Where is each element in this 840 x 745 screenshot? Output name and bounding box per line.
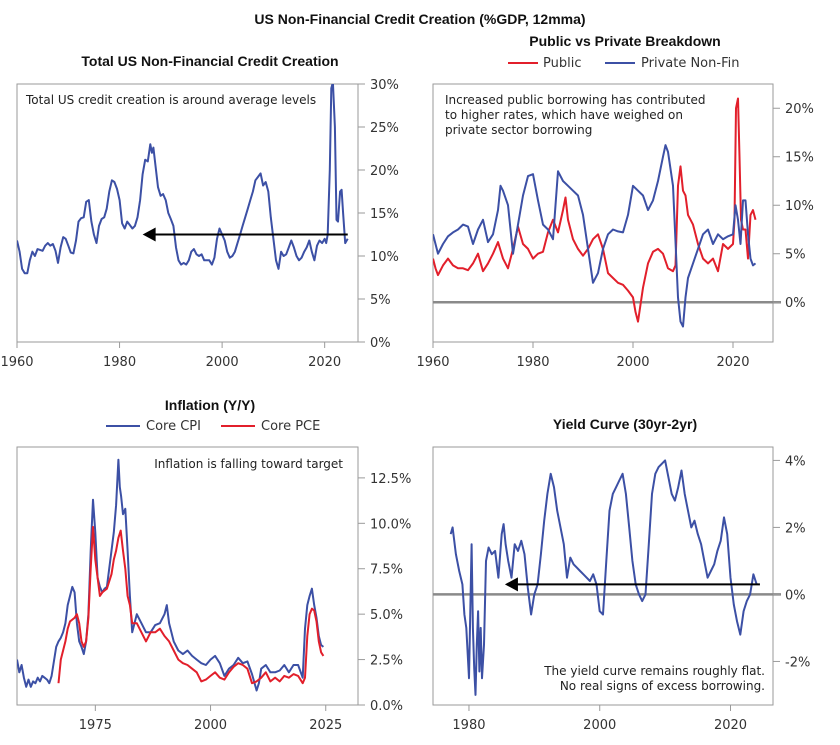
x-tick-label: 1975: [79, 718, 112, 733]
y-tick-label: 20%: [370, 164, 399, 179]
x-tick-label: 2020: [716, 355, 749, 370]
y-tick-label: 2%: [785, 521, 806, 536]
y-tick-label: 5%: [785, 248, 806, 263]
x-tick-label: 2000: [206, 355, 239, 370]
chart-public-private: Public vs Private Breakdown Public Priva…: [416, 33, 813, 370]
series-line-total: [17, 84, 349, 275]
x-tick-label: 2000: [194, 718, 227, 733]
x-tick-label: 1960: [0, 355, 33, 370]
x-tick-label: 2000: [583, 718, 616, 733]
x-tick-label: 2020: [308, 355, 341, 370]
chart-total-credit: Total US Non-Financial Credit Creation 1…: [0, 53, 398, 370]
annotation-text: Increased public borrowing has contribut…: [445, 93, 705, 107]
series-line-core-pce: [57, 525, 325, 685]
annotation-text: Inflation is falling toward target: [154, 457, 343, 471]
legend-label-private: Private Non-Fin: [641, 56, 739, 71]
y-tick-label: 25%: [370, 121, 399, 136]
y-tick-label: 10%: [785, 199, 814, 214]
y-tick-label: 20%: [785, 102, 814, 117]
y-tick-label: 4%: [785, 454, 806, 469]
annotation-text: private sector borrowing: [445, 123, 592, 137]
y-tick-label: 15%: [785, 151, 814, 166]
y-tick-label: 30%: [370, 78, 399, 93]
series-line-30yr-2yr: [449, 459, 758, 696]
y-tick-label: 0%: [370, 336, 391, 351]
y-tick-label: 15%: [370, 207, 399, 222]
y-tick-label: 2.5%: [370, 654, 403, 669]
x-tick-label: 1980: [103, 355, 136, 370]
chart-title: Inflation (Y/Y): [165, 397, 255, 413]
legend-label-public: Public: [543, 56, 581, 71]
chart-title: Yield Curve (30yr-2yr): [553, 416, 697, 432]
arrow-head: [142, 227, 156, 242]
plot-frame: [16, 83, 359, 343]
annotation-text: Total US credit creation is around avera…: [25, 93, 316, 107]
x-tick-label: 2025: [309, 718, 342, 733]
plot-frame: [432, 446, 774, 706]
series-line-core-cpi: [17, 458, 325, 692]
plot-frame: [16, 446, 359, 706]
chart-title: Total US Non-Financial Credit Creation: [81, 53, 338, 69]
plot-frame: [432, 83, 774, 343]
chart-title: Public vs Private Breakdown: [529, 33, 720, 49]
y-tick-label: 5.0%: [370, 608, 403, 623]
series-line-private-non-fin: [433, 144, 757, 328]
y-tick-label: 0.0%: [370, 699, 403, 714]
main-title: US Non-Financial Credit Creation (%GDP, …: [254, 11, 585, 27]
y-tick-label: -2%: [785, 655, 810, 670]
y-tick-label: 0%: [785, 588, 806, 603]
legend-label-core-cpi: Core CPI: [146, 419, 201, 434]
x-tick-label: 1980: [516, 355, 549, 370]
y-tick-label: 12.5%: [370, 472, 411, 487]
annotation-text: No real signs of excess borrowing.: [560, 679, 765, 693]
y-tick-label: 10%: [370, 250, 399, 265]
chart-inflation: Inflation (Y/Y) Core CPI Core PCE 1975 20…: [16, 397, 411, 733]
series-line-public: [433, 97, 757, 323]
arrow-head: [504, 577, 518, 592]
y-tick-label: 10.0%: [370, 517, 411, 532]
legend-label-core-pce: Core PCE: [261, 419, 320, 434]
x-tick-label: 1960: [416, 355, 449, 370]
y-tick-label: 0%: [785, 296, 806, 311]
annotation-text: to higher rates, which have weighed on: [445, 108, 683, 122]
x-tick-label: 2020: [714, 718, 747, 733]
y-tick-label: 7.5%: [370, 563, 403, 578]
chart-yield-curve: Yield Curve (30yr-2yr) 1980 2000 2020 -2% 0%…: [432, 416, 810, 733]
annotation-text: The yield curve remains roughly flat.: [543, 664, 765, 678]
y-tick-label: 5%: [370, 293, 391, 308]
x-tick-label: 1980: [452, 718, 485, 733]
x-tick-label: 2000: [616, 355, 649, 370]
